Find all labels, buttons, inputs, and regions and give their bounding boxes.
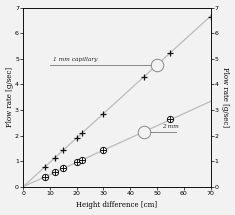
Text: 2 mm: 2 mm <box>162 124 179 129</box>
Text: 1 mm capillary: 1 mm capillary <box>53 57 97 62</box>
Y-axis label: Flow rate [g/sec]: Flow rate [g/sec] <box>221 67 229 127</box>
Y-axis label: Flow rate [g/sec]: Flow rate [g/sec] <box>6 67 14 127</box>
X-axis label: Height difference [cm]: Height difference [cm] <box>76 201 157 209</box>
